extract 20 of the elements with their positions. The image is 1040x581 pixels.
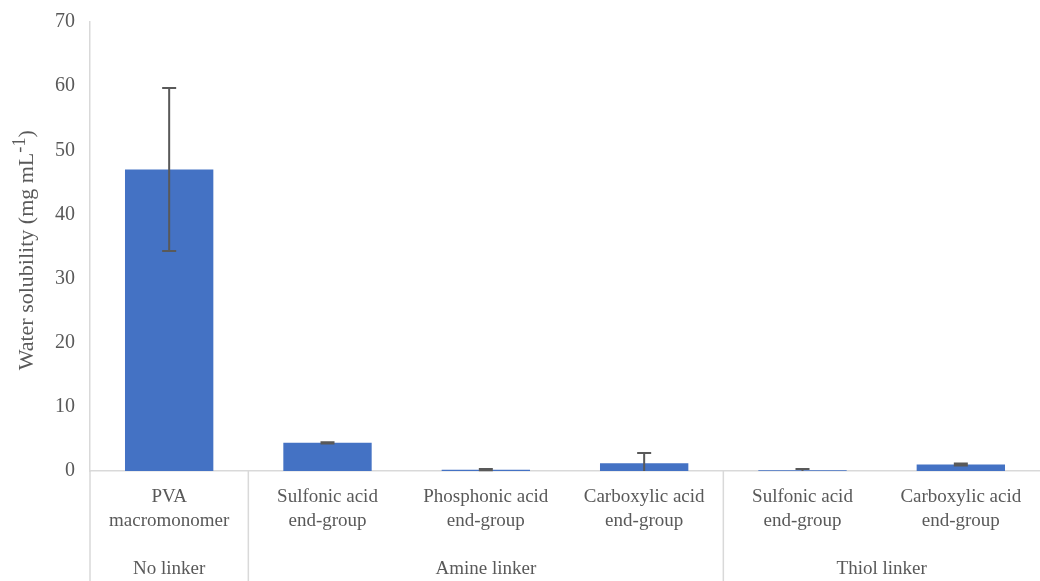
y-tick-label: 20 [55, 329, 75, 352]
text: Thiol linker [836, 557, 928, 579]
y-tick-label: 30 [55, 265, 75, 288]
bar [599, 463, 689, 471]
y-tick-label: 60 [55, 73, 75, 96]
y-tick-label: 70 [55, 9, 75, 32]
y-tick-label: 50 [55, 137, 75, 160]
text: Amine linker [435, 557, 537, 579]
x-tick-label: PVA macromonomer [109, 485, 230, 531]
text: No linker [133, 557, 206, 579]
bar [124, 169, 214, 471]
x-tick-label: Sulfonic acid end-group [277, 485, 379, 531]
y-tick-label: 10 [55, 394, 75, 417]
y-tick-label: 40 [55, 201, 75, 224]
x-tick-label: Phosphonic acid end-group [423, 485, 549, 531]
y-tick-label: 0 [65, 458, 75, 481]
x-tick-label: Carboxylic acid end-group [583, 485, 706, 531]
bar [283, 442, 372, 471]
x-tick-label: Carboxylic acid end-group [900, 485, 1022, 531]
x-tick-label: Sulfonic acid end-group [752, 485, 854, 531]
